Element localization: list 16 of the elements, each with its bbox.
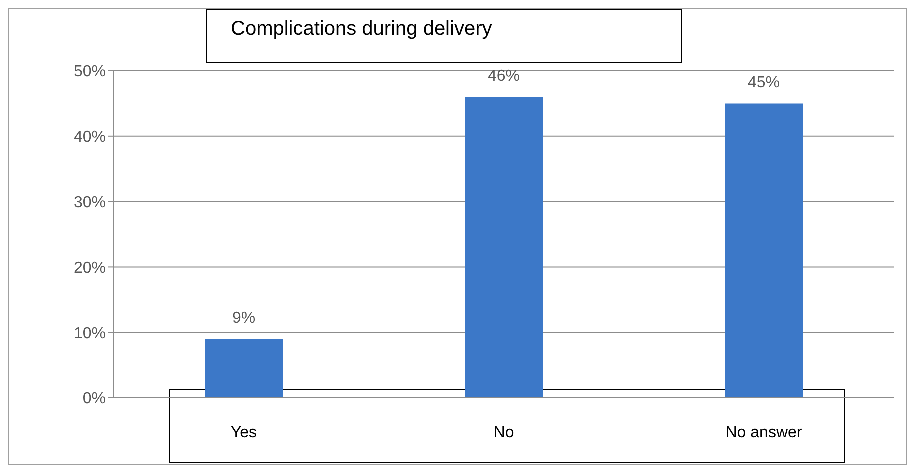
y-tick-label: 20% [74, 260, 106, 277]
y-tick-label: 50% [74, 64, 106, 81]
y-tick-label: 10% [74, 325, 106, 342]
y-tick-label: 0% [82, 390, 106, 408]
y-tick-label: 40% [74, 129, 106, 146]
x-tick-label: Yes [230, 424, 258, 442]
bar [205, 339, 283, 398]
data-label: 46% [488, 68, 520, 86]
bar [465, 97, 543, 398]
bar [725, 104, 803, 398]
x-tick-label: No [494, 424, 514, 442]
data-label: 45% [748, 74, 780, 92]
chart-title: Complications during delivery [206, 9, 682, 63]
x-tick-label: No answer [726, 424, 803, 442]
data-label: 9% [232, 310, 256, 328]
y-tick-label: 30% [74, 194, 106, 212]
